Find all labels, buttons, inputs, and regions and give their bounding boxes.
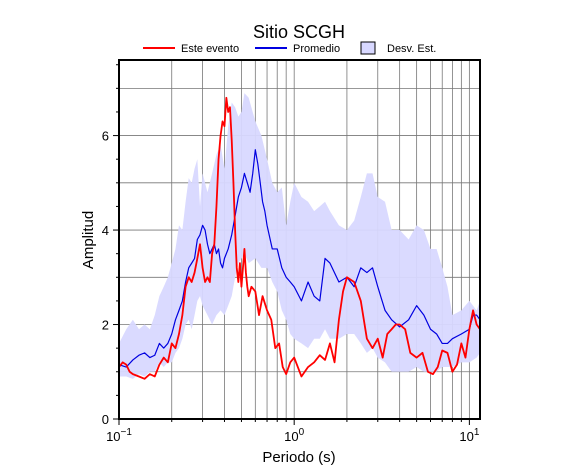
- y-tick-label: 4: [102, 223, 109, 238]
- y-tick-label: 2: [102, 318, 109, 333]
- legend: Este evento Promedio Desv. Est.: [143, 41, 436, 55]
- std-band-layer: [119, 93, 480, 379]
- std-band: [119, 93, 480, 379]
- series-este-evento: [118, 96, 481, 380]
- x-tick-label: 10−1: [106, 427, 132, 444]
- y-axis-label: Amplitud: [80, 211, 97, 269]
- legend-label: Este evento: [181, 43, 239, 55]
- y-axis: 0 2 4 6: [102, 64, 119, 427]
- x-axis-label: Periodo (s): [262, 449, 335, 466]
- legend-label: Promedio: [293, 43, 340, 55]
- plot-frame: [118, 59, 481, 420]
- y-tick-label: 6: [102, 129, 109, 144]
- legend-swatch: [360, 41, 376, 55]
- x-tick-label: 100: [284, 427, 304, 444]
- y-tick-label: 0: [102, 412, 109, 427]
- chart-title: Sitio SCGH: [253, 22, 345, 42]
- series-layer: [118, 96, 481, 380]
- x-axis: 10−1 100 101: [106, 419, 480, 444]
- legend-label: Desv. Est.: [387, 43, 436, 55]
- x-tick-label: 101: [459, 427, 479, 444]
